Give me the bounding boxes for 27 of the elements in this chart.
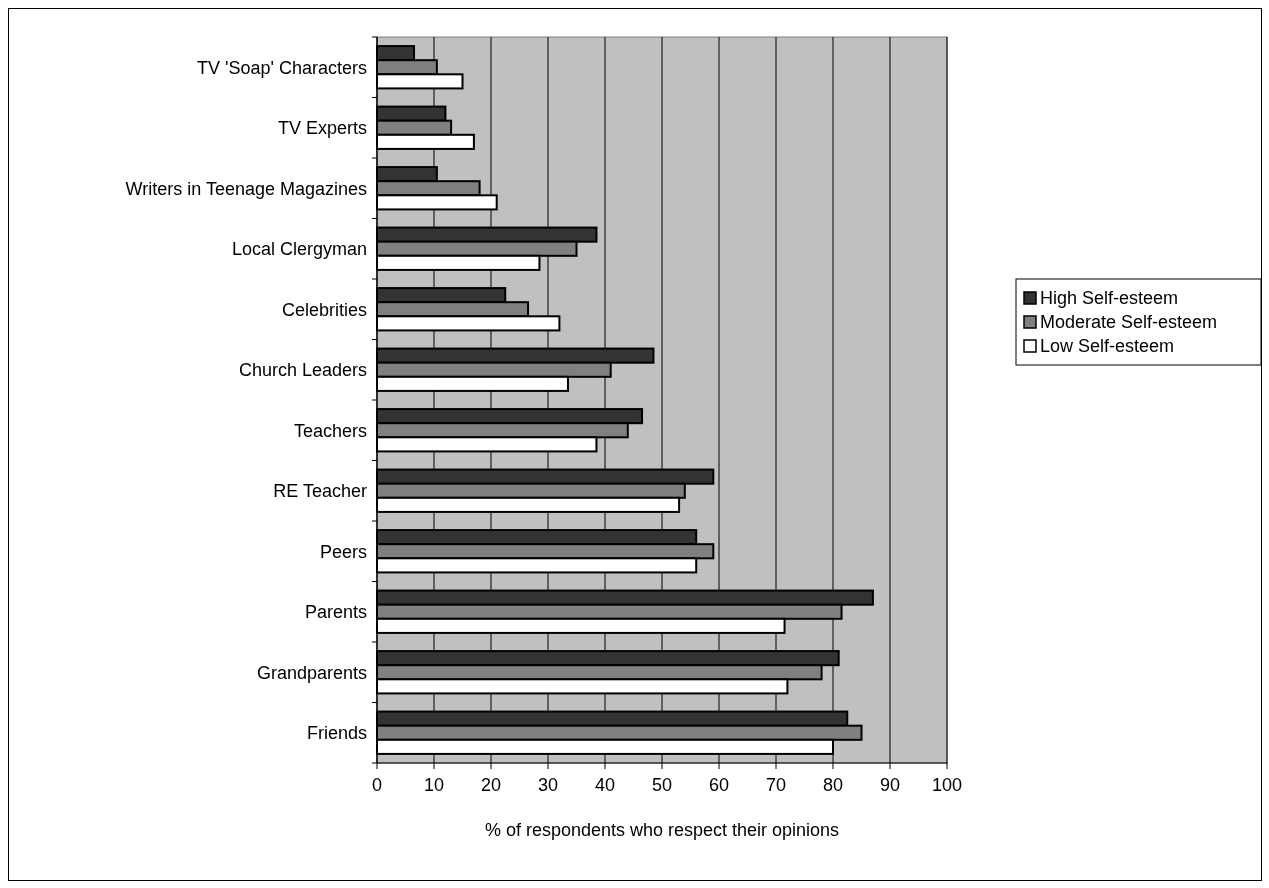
- y-tick-label: TV Experts: [277, 118, 367, 139]
- y-tick-label: TV 'Soap' Characters: [197, 57, 367, 78]
- legend-label: High Self-esteem: [1040, 288, 1179, 309]
- x-tick-label: 30: [537, 775, 559, 795]
- y-tick-label: Local Clergyman: [231, 239, 367, 260]
- x-tick-label: 40: [594, 775, 616, 795]
- y-tick-label: Friends: [306, 723, 367, 744]
- x-tick-label: 90: [879, 775, 901, 795]
- x-tick-label: 70: [765, 775, 787, 795]
- y-tick-label: Writers in Teenage Magazines: [125, 178, 367, 199]
- x-tick-label: 10: [423, 775, 445, 795]
- x-tick-label: 20: [480, 775, 502, 795]
- x-tick-label: 60: [708, 775, 730, 795]
- x-tick-label: 100: [931, 775, 963, 795]
- x-tick-label: 80: [822, 775, 844, 795]
- y-tick-label: Parents: [304, 602, 367, 623]
- y-tick-label: Grandparents: [256, 662, 367, 683]
- y-tick-label: Peers: [319, 541, 367, 562]
- y-tick-label: RE Teacher: [273, 481, 367, 502]
- x-tick-label: 0: [371, 775, 383, 795]
- y-tick-label: Teachers: [293, 420, 367, 441]
- y-tick-label: Celebrities: [281, 299, 367, 320]
- legend-label: Low Self-esteem: [1040, 336, 1175, 357]
- x-axis-title: % of respondents who respect their opinions: [484, 820, 840, 840]
- x-tick-label: 50: [651, 775, 673, 795]
- legend-label: Moderate Self-esteem: [1040, 312, 1218, 333]
- y-tick-label: Church Leaders: [238, 360, 367, 381]
